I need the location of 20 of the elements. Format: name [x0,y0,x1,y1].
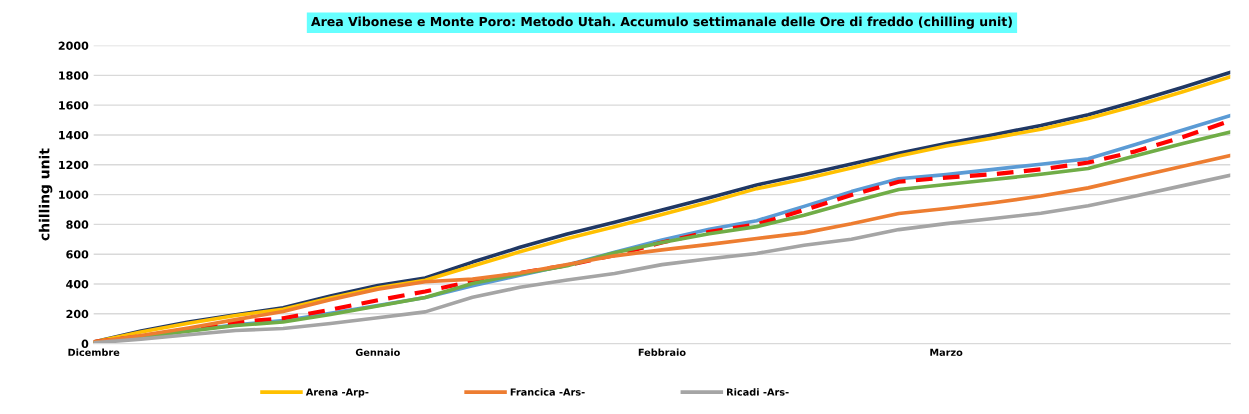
y-tick-label: 1000 [59,190,89,199]
x-tick-label: Marzo [930,348,963,357]
legend-label: Ricadi -Ars- [727,388,789,396]
y-tick-label: 400 [66,279,89,289]
legend-label: Arena -Arp- [305,388,369,398]
y-tick-label: 800 [66,220,89,229]
y-axis-title: chilling unit [38,148,53,241]
y-tick-label: 1400 [59,130,89,140]
y-tick-label: 1600 [59,101,89,110]
x-tick-label: Febbraio [638,348,686,357]
chart-title: Area Vibonese e Monte Poro: Metodo Utah. Accumulo settimanale delle Ore di freddo (chilling unit) [311,16,1012,29]
x-tick-label: Dicembre [68,348,120,357]
y-tick-label: 0 [81,339,89,348]
y-tick-label: 600 [66,250,89,259]
y-tick-label: 1800 [59,71,89,80]
y-tick-label: 2000 [58,41,89,50]
legend-label: Francica -Ars- [510,388,585,396]
x-tick-label: Gennaio [355,348,400,357]
y-tick-label: 1200 [59,160,89,170]
y-tick-label: 200 [66,309,89,319]
